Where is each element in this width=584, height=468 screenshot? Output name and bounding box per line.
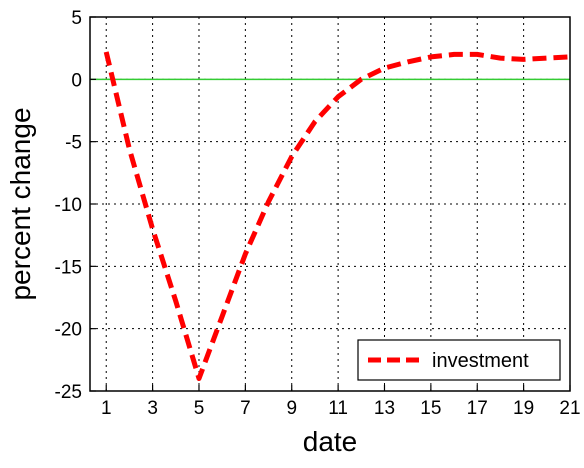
x-tick-label: 3 (147, 398, 158, 419)
x-tick-label: 13 (374, 398, 395, 419)
y-tick-label: -5 (65, 133, 82, 154)
y-tick-label: -10 (55, 195, 82, 216)
legend-label-investment: investment (432, 350, 529, 372)
series-group (103, 51, 571, 381)
y-tick-label: -15 (55, 257, 82, 278)
y-axis-label: percent change (5, 107, 36, 300)
x-tick-label: 15 (420, 398, 441, 419)
x-tick-label: 5 (194, 398, 205, 419)
series-line-investment (103, 51, 571, 381)
y-tick-label: -20 (55, 320, 82, 341)
grid (90, 16, 571, 392)
x-tick-label: 7 (240, 398, 251, 419)
legend: investment (357, 339, 561, 381)
x-tick-label: 19 (513, 398, 534, 419)
y-tick-label: 5 (71, 8, 82, 29)
x-axis-label: date (303, 426, 358, 457)
y-tick-label: -25 (55, 382, 82, 403)
x-tick-label: 9 (286, 398, 297, 419)
x-tick-label: 17 (467, 398, 488, 419)
x-tick-label: 21 (559, 398, 580, 419)
x-tick-label: 1 (101, 398, 112, 419)
x-tick-label: 11 (328, 398, 348, 419)
y-tick-label: 0 (71, 70, 82, 91)
